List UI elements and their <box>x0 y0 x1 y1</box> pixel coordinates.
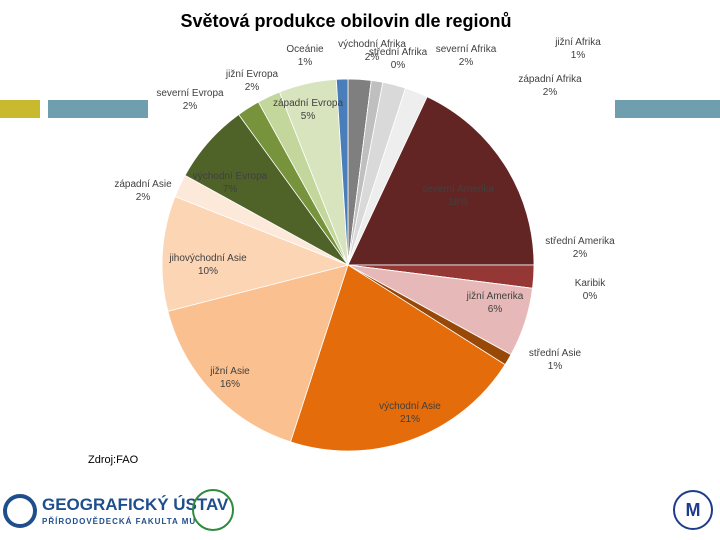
logo-icon: M <box>686 500 701 520</box>
slice-label: Oceánie <box>286 44 324 55</box>
slice-label: západní Asie <box>114 179 172 190</box>
slice-label: střední Asie <box>529 348 582 359</box>
slice-label: jižní Afrika <box>554 37 601 48</box>
slice-label: jihovýchodní Asie <box>168 253 247 264</box>
slice-value-label: 2% <box>245 82 260 93</box>
slice-value-label: 1% <box>548 361 563 372</box>
slice-value-label: 2% <box>543 87 558 98</box>
slice-label: severní Afrika <box>436 44 497 55</box>
slice-label: střední Amerika <box>545 236 615 247</box>
accent-bar <box>615 100 720 118</box>
slice-label: východní Afrika <box>338 39 406 50</box>
pie-slice <box>335 78 349 266</box>
slice-label: západní Evropa <box>273 98 343 109</box>
slice-label: západní Afrika <box>518 74 582 85</box>
chart-title: Světová produkce obilovin dle regionů <box>180 11 511 31</box>
accent-bar <box>0 100 40 118</box>
slice-value-label: 18% <box>448 197 468 208</box>
pie-slice <box>290 264 506 452</box>
slice-value-label: 2% <box>183 101 198 112</box>
slice-value-label: 0% <box>583 291 598 302</box>
logo-icon <box>673 490 713 530</box>
slice-label: severní Evropa <box>156 88 224 99</box>
slice-value-label: 1% <box>571 50 586 61</box>
slice-value-label: 16% <box>220 379 240 390</box>
logo: GEOGRAFICKÝ ÚSTAV PŘÍRODOVĚDECKÁ FAKULTA… <box>3 489 713 531</box>
pie-slice <box>347 96 535 266</box>
slice-value-label: 7% <box>223 184 238 195</box>
slice-label: východní Asie <box>379 401 441 412</box>
slice-value-label: 2% <box>573 249 588 260</box>
slice-label: střední Afrika <box>369 47 428 58</box>
slice-value-label: 2% <box>136 192 151 203</box>
slice-label: jižní Asie <box>209 366 250 377</box>
slice-value-label: 5% <box>301 111 316 122</box>
pie-slice <box>167 264 349 443</box>
slice-label: jižní Evropa <box>225 69 279 80</box>
source: Zdroj:FAO <box>88 454 139 466</box>
logo-faculty: PŘÍRODOVĚDECKÁ FAKULTA MU <box>42 517 196 526</box>
slice-value-label: 10% <box>198 266 218 277</box>
accent-bar <box>48 100 148 118</box>
slice-value-label: 0% <box>391 60 406 71</box>
logo-name: GEOGRAFICKÝ ÚSTAV <box>42 495 229 514</box>
logo-icon <box>192 489 234 531</box>
slice-label: Karibik <box>575 278 607 289</box>
slice-value-label: 21% <box>400 414 420 425</box>
slice-label: jižní Amerika <box>466 291 524 302</box>
slice-value-label: 1% <box>298 57 313 68</box>
slice-value-label: 2% <box>459 57 474 68</box>
slice-value-label: 2% <box>365 52 380 63</box>
pie <box>161 78 535 452</box>
slice-label: severní Amerika <box>422 184 494 195</box>
slice-label: východní Evropa <box>193 171 268 182</box>
slice-value-label: 6% <box>488 304 503 315</box>
pie-slice <box>161 196 350 312</box>
logo-icon <box>3 494 37 528</box>
